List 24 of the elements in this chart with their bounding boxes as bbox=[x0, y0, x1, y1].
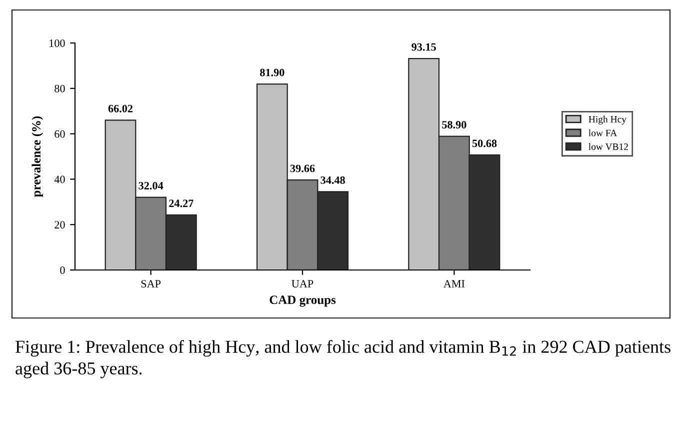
legend-label: low VB12 bbox=[588, 143, 628, 150]
y-tick-label: 100 bbox=[50, 39, 65, 47]
x-tick-label: AMI bbox=[443, 280, 465, 288]
data-label: 66.02 bbox=[108, 104, 133, 112]
data-label: 39.66 bbox=[290, 164, 315, 172]
y-tick-label: 0 bbox=[60, 266, 65, 274]
y-tick-label: 40 bbox=[54, 176, 65, 184]
data-label: 32.04 bbox=[138, 182, 164, 190]
data-label: 24.27 bbox=[169, 200, 194, 208]
data-label: 34.48 bbox=[320, 176, 345, 184]
y-tick-label: 20 bbox=[54, 221, 65, 229]
y-tick-label: 60 bbox=[54, 130, 65, 138]
legend-label: low FA bbox=[588, 129, 618, 136]
x-tick-label: SAP bbox=[141, 280, 161, 288]
data-label: 81.90 bbox=[260, 68, 284, 76]
x-axis-title: CAD groups bbox=[270, 296, 336, 307]
data-label: 58.90 bbox=[442, 120, 466, 129]
x-tick-label: UAP bbox=[292, 280, 314, 288]
text: Figure 1: Prevalence of high Hcy, and low folic acid and vitamin B$_{12}$ in 292 CAD patients aged 36-85 years. bbox=[16, 340, 670, 378]
legend-label: High Hcy bbox=[588, 116, 626, 125]
data-label: 93.15 bbox=[412, 43, 436, 51]
data-label: 50.68 bbox=[472, 140, 497, 148]
y-axis-title: prevalence (%) bbox=[32, 116, 44, 198]
y-tick-label: 80 bbox=[54, 84, 65, 92]
